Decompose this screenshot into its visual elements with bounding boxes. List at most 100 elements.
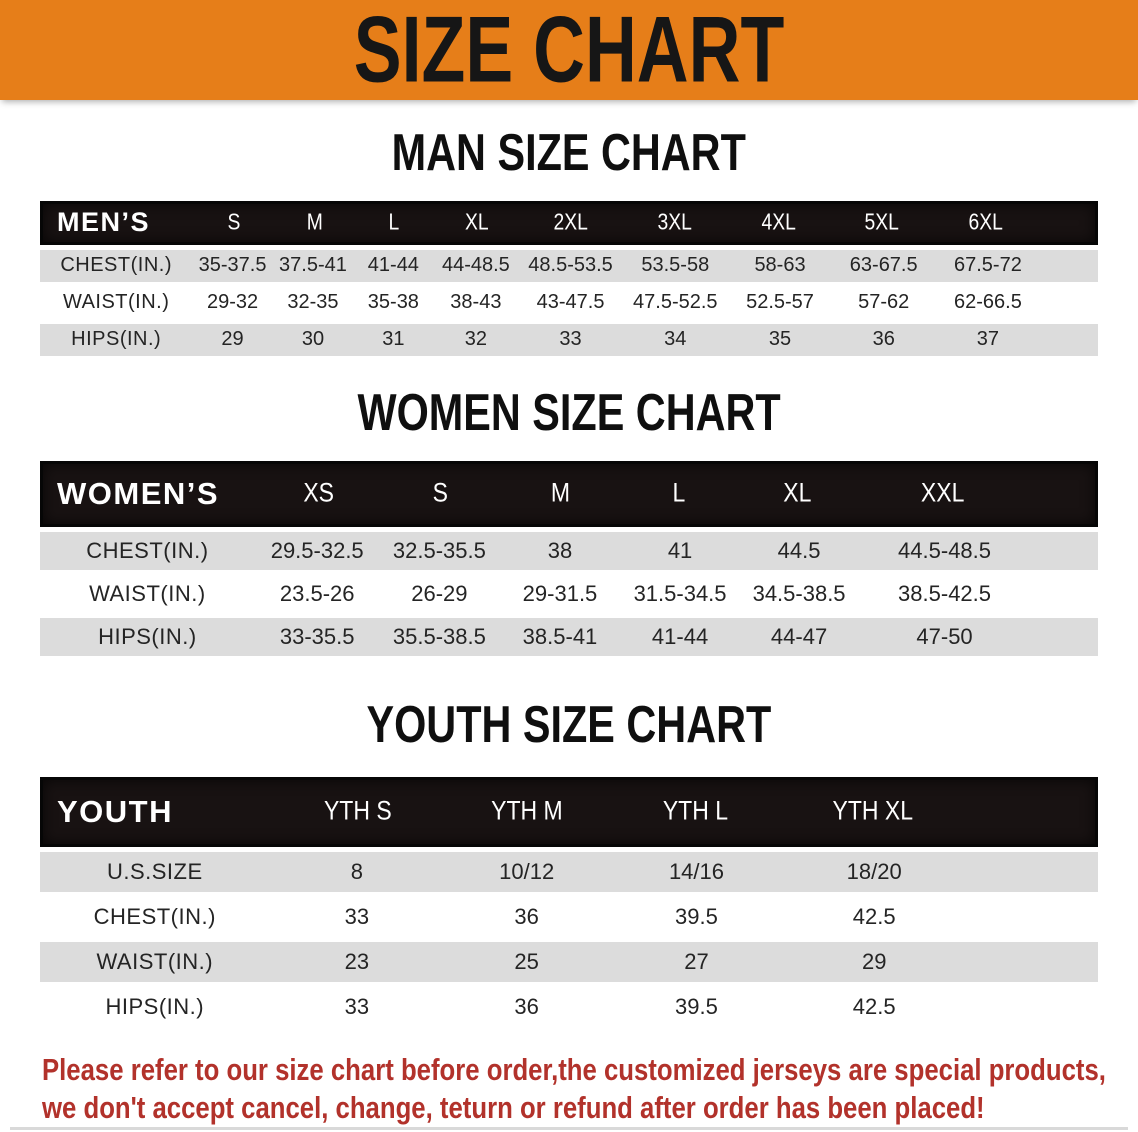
women-table-row: HIPS(IN.) 33-35.5 35.5-38.5 38.5-41 41-44 44-… [40, 617, 1098, 656]
men-corner-label: MEN’S [57, 207, 151, 238]
youth-section-title: YOUTH SIZE CHART [0, 694, 1138, 753]
value-cell: 26-29 [411, 580, 468, 606]
women-column-header: L [621, 464, 739, 524]
column-header-text: XS [303, 478, 334, 509]
disclaimer-line-1: Please refer to our size chart before or… [42, 1051, 1106, 1087]
column-header-text: XXL [920, 478, 965, 509]
value-cell: 38 [547, 537, 573, 563]
value-cell: 44-47 [770, 623, 828, 649]
value-cell: 53.5-58 [641, 254, 710, 277]
youth-table-row: WAIST(IN.) 23 25 27 29 [40, 941, 1098, 982]
value-cell: 44.5 [777, 537, 821, 563]
value-cell: 62-66.5 [953, 291, 1022, 314]
header-spacer [1038, 204, 1095, 242]
youth-table-row: HIPS(IN.) 33 36 39.5 42.5 [40, 986, 1098, 1027]
column-header-text: XL [783, 478, 812, 509]
column-header-text: 5XL [864, 209, 900, 235]
value-cell: 14/16 [668, 858, 724, 884]
value-cell: 42.5 [852, 903, 896, 929]
column-header-text: XL [464, 209, 489, 235]
row-spacer [965, 942, 1098, 982]
youth-column-header: YTH M [445, 780, 609, 844]
row-label: HIPS(IN.) [71, 328, 162, 351]
value-cell: 35.5-38.5 [392, 623, 486, 649]
value-cell: 31.5-34.5 [633, 580, 727, 606]
row-label: CHEST(IN.) [93, 903, 216, 929]
women-size-table: WOMEN’S XS S M L XL XXL CHEST(IN.) 29.5-32.5 32.5… [40, 460, 1098, 656]
value-cell: 67.5-72 [953, 254, 1022, 277]
column-header-text: S [432, 478, 448, 509]
value-cell: 58-63 [754, 254, 806, 277]
women-column-header: XXL [857, 464, 1027, 524]
men-column-header: 5XL [831, 204, 933, 242]
youth-column-header: YTH XL [783, 780, 963, 844]
bottom-edge-divider [10, 1127, 1128, 1130]
row-spacer [1041, 287, 1098, 319]
value-cell: 52.5-57 [746, 291, 814, 314]
row-label: HIPS(IN.) [98, 623, 197, 649]
value-cell: 44-48.5 [441, 254, 510, 277]
value-cell: 37.5-41 [279, 254, 347, 277]
value-cell: 23 [344, 948, 370, 974]
women-table-row: CHEST(IN.) 29.5-32.5 32.5-35.5 38 41 44.5 44.5… [40, 531, 1098, 570]
row-label: U.S.SIZE [106, 858, 203, 884]
youth-section-title-text: YOUTH SIZE CHART [366, 694, 772, 753]
youth-corner-label: YOUTH [57, 793, 173, 829]
men-column-header: 6XL [933, 204, 1038, 242]
row-spacer [1041, 250, 1098, 282]
value-cell: 29 [221, 328, 244, 351]
row-label: WAIST(IN.) [62, 291, 170, 314]
value-cell: 37 [976, 328, 1000, 351]
value-cell: 29-32 [206, 291, 259, 314]
value-cell: 32.5-35.5 [392, 537, 486, 563]
row-spacer [965, 897, 1098, 937]
row-label: WAIST(IN.) [89, 580, 206, 606]
column-header-text: YTH S [324, 796, 392, 827]
value-cell: 33 [344, 993, 370, 1019]
row-spacer [1030, 618, 1098, 656]
men-size-table: MEN’S S M L XL 2XL 3XL 4XL 5XL 6XL CHEST(IN.) 35-37… [40, 200, 1098, 356]
column-header-text: YTH L [663, 796, 729, 827]
row-label: CHEST(IN.) [60, 254, 172, 277]
value-cell: 41 [667, 537, 693, 563]
women-column-header: M [500, 464, 621, 524]
youth-column-header: YTH S [271, 780, 445, 844]
value-cell: 23.5-26 [279, 580, 355, 606]
value-cell: 33 [344, 903, 370, 929]
column-header-text: M [306, 209, 323, 235]
value-cell: 41-44 [367, 254, 419, 277]
value-cell: 47.5-52.5 [633, 291, 718, 314]
column-header-text: 4XL [761, 209, 796, 235]
value-cell: 36 [872, 328, 895, 351]
value-cell: 33-35.5 [279, 623, 355, 649]
row-label: HIPS(IN.) [105, 993, 205, 1019]
value-cell: 27 [684, 948, 709, 974]
value-cell: 30 [301, 328, 325, 351]
men-table-header-row: MEN’S S M L XL 2XL 3XL 4XL 5XL 6XL [40, 200, 1098, 245]
value-cell: 10/12 [499, 858, 555, 884]
column-header-text: 6XL [968, 209, 1003, 235]
men-section-title: MAN SIZE CHART [0, 123, 1138, 181]
men-column-header: XL [434, 204, 518, 242]
value-cell: 39.5 [675, 903, 718, 929]
value-cell: 32-35 [287, 291, 339, 314]
row-label: WAIST(IN.) [96, 948, 214, 974]
women-table-row: WAIST(IN.) 23.5-26 26-29 29-31.5 31.5-34.5 34… [40, 574, 1098, 613]
men-column-header: L [354, 204, 434, 242]
value-cell: 29 [861, 948, 887, 974]
women-section-title: WOMEN SIZE CHART [0, 383, 1138, 441]
men-column-header: S [194, 204, 274, 242]
men-table-row: CHEST(IN.) 35-37.5 37.5-41 41-44 44-48.5 48.5… [40, 249, 1098, 282]
men-column-header: 2XL [518, 204, 622, 242]
row-spacer [1041, 324, 1098, 356]
men-column-header: 4XL [727, 204, 831, 242]
row-label: CHEST(IN.) [86, 537, 209, 563]
value-cell: 42.5 [852, 993, 896, 1019]
column-header-text: M [550, 478, 570, 509]
youth-table-row: U.S.SIZE 8 10/12 14/16 18/20 [40, 851, 1098, 892]
disclaimer-line-2: we don't accept cancel, change, teturn o… [42, 1090, 985, 1126]
value-cell: 32 [464, 328, 487, 351]
value-cell: 29.5-32.5 [270, 537, 364, 563]
value-cell: 38.5-41 [522, 623, 598, 649]
banner-title: SIZE CHART [353, 0, 785, 103]
